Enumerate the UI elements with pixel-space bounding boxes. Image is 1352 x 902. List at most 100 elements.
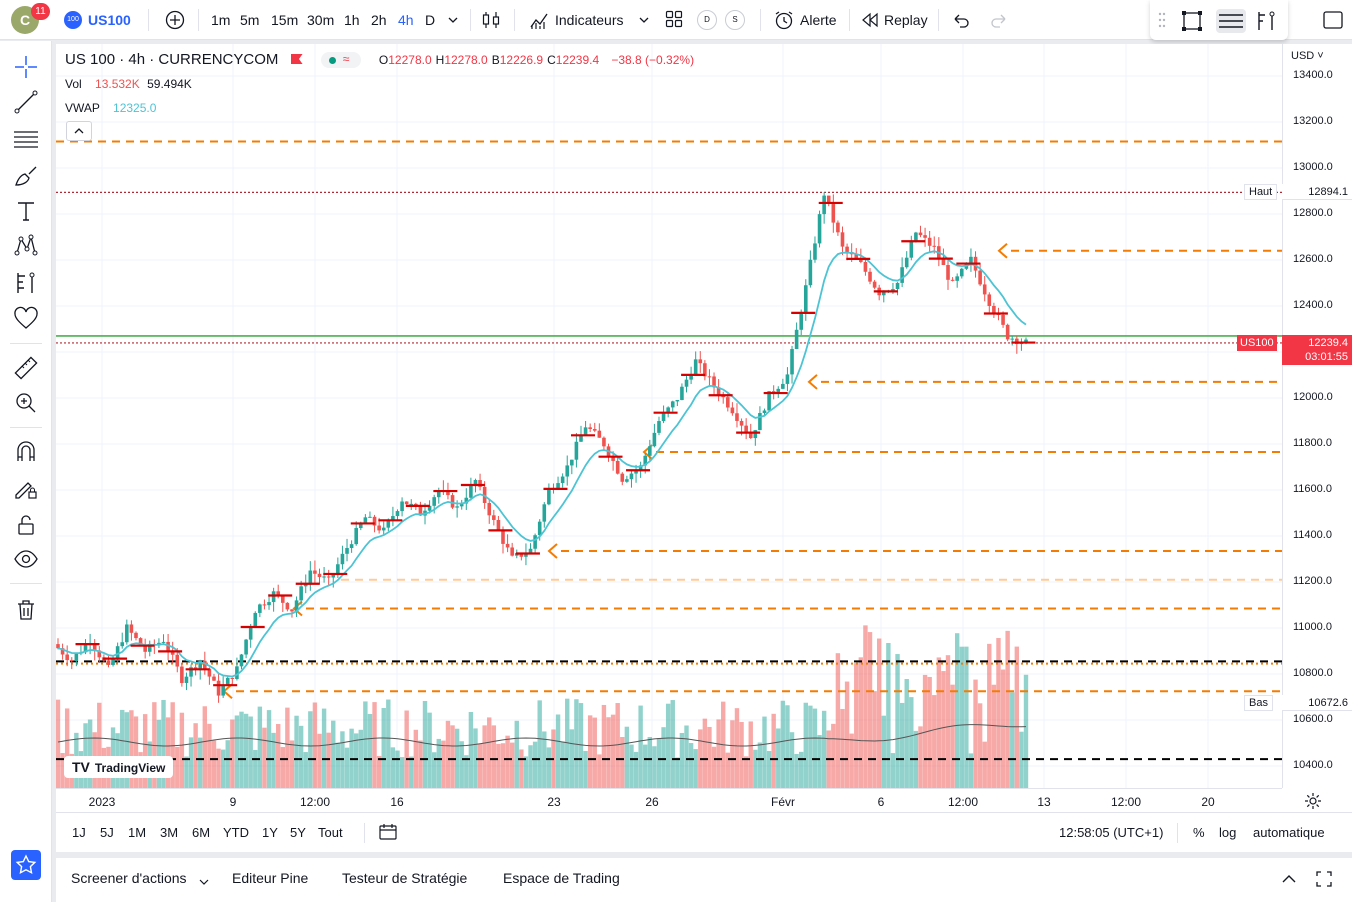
candle-body [739,420,744,426]
chart-settings-gear-icon[interactable] [1304,792,1322,815]
fib-tool-icon[interactable] [1254,9,1280,33]
text-tool-icon[interactable] [12,197,40,225]
layout-grid-icon[interactable] [665,10,683,34]
time-axis[interactable]: 2023 9 12:00 16 23 26 Févr 6 12:00 13 12:00 20 [56,788,1282,812]
maximize-panel-chevron-up-icon[interactable] [1280,870,1298,893]
volume-legend[interactable]: Vol 13.532K 59.494K [65,77,192,91]
volume-bar [404,710,409,788]
lock-icon[interactable] [12,511,40,539]
alert-clock-icon[interactable] [773,9,795,33]
layout-d-button[interactable]: D [697,10,717,30]
percent-scale-toggle[interactable]: % [1193,825,1205,840]
range-5J[interactable]: 5J [100,825,114,840]
replay-button[interactable]: Replay [884,12,928,28]
trash-delete-icon[interactable] [12,596,40,624]
price-axis[interactable]: USD ˅ 13400.0 13200.0 13000.0 12800.0 12600.… [1282,44,1352,788]
price-change: −38.8 (−0.32%) [611,53,695,67]
interval-5m[interactable]: 5m [240,12,260,28]
collapse-legend-chevron-up-icon[interactable] [66,121,92,141]
lock-drawing-pencil-icon[interactable] [12,474,40,502]
interval-1m[interactable]: 1m [211,12,231,28]
currency-selector[interactable]: USD ˅ [1291,50,1324,62]
volume-bar [688,743,694,788]
range-6M[interactable]: 6M [192,825,211,840]
interval-4h[interactable]: 4h [398,12,414,28]
range-Tout[interactable]: Tout [318,825,343,840]
undo-icon[interactable] [952,9,970,33]
pattern-tool-icon[interactable] [12,232,40,260]
candle-body [629,473,634,480]
range-1J[interactable]: 1J [72,825,86,840]
prediction-tool-icon[interactable] [12,269,40,297]
range-5Y[interactable]: 5Y [290,825,306,840]
drag-handle-icon[interactable] [1158,9,1166,33]
candle-body [978,270,982,285]
time-tick: 20 [1201,795,1215,809]
interval-D[interactable]: D [425,12,436,28]
fullscreen-icon[interactable] [1315,870,1333,893]
redo-icon[interactable] [990,9,1008,33]
bottom-tab[interactable]: Editeur Pine [232,870,309,886]
layout-s-button[interactable]: S [725,10,745,30]
range-YTD[interactable]: YTD [223,825,249,840]
panel-toggle-icon[interactable] [1322,9,1344,33]
volume-bar [308,711,313,788]
rectangle-tool-icon[interactable] [1180,9,1204,33]
compare-add-icon[interactable] [164,9,186,33]
goto-date-calendar-icon[interactable] [378,823,398,846]
brush-tool-icon[interactable] [12,162,40,190]
price-tick: 11400.0 [1293,529,1332,541]
flag-icon[interactable] [290,54,303,64]
candle-body [290,609,294,612]
range-3M[interactable]: 3M [160,825,179,840]
bottom-tab[interactable]: Testeur de Stratégie [342,870,468,886]
interval-30m[interactable]: 30m [307,12,335,28]
zoom-in-icon[interactable] [12,389,40,417]
indicators-button[interactable]: Indicateurs [555,12,624,28]
candle-body [446,491,450,496]
legend-title: US 100 · 4h · CURRENCYCOM ≈ O12278.0 H122… [65,51,695,69]
watchlist-star-icon[interactable] [11,850,41,880]
bottom-tab[interactable]: Espace de Trading [503,870,620,886]
candles-chart-type-icon[interactable] [481,9,501,33]
price-tick: 12000.0 [1293,391,1333,403]
indicators-templates-chevron-icon[interactable] [638,9,650,33]
market-status-pill[interactable]: ≈ [320,52,361,69]
timezone-clock[interactable]: 12:58:05 (UTC+1) [1059,825,1164,840]
volume-bar [188,737,194,788]
price-plot-area[interactable]: US 100 · 4h · CURRENCYCOM ≈ O12278.0 H122… [55,44,1282,788]
log-scale-toggle[interactable]: log [1219,825,1237,840]
volume-bar [459,741,464,788]
volume-bar [303,752,308,788]
replay-rewind-icon[interactable] [861,9,879,33]
interval-15m[interactable]: 15m [271,12,299,28]
horizontal-lines-tool-icon[interactable] [1216,9,1246,33]
indicators-icon[interactable] [529,9,549,33]
screener-chevron-down-icon[interactable] [199,874,209,892]
range-1M[interactable]: 1M [128,825,147,840]
magnet-icon[interactable] [12,438,40,466]
interval-2h[interactable]: 2h [371,12,387,28]
symbol-search-button[interactable]: US100 [88,12,131,28]
volume-bar [532,741,538,788]
candle-body [872,281,877,288]
tradingview-logo[interactable]: TV TradingView [64,756,174,778]
range-1Y[interactable]: 1Y [262,825,278,840]
bottom-tab[interactable]: Screener d'actions [71,870,187,886]
candle-body [822,195,826,215]
candle-body [648,446,652,456]
favorites-heart-icon[interactable] [12,305,40,333]
alert-button[interactable]: Alerte [800,12,837,28]
interval-dropdown-chevron-icon[interactable] [447,9,459,33]
interval-1h[interactable]: 1h [344,12,360,28]
eye-visibility-icon[interactable] [12,545,40,573]
crosshair-tool-icon[interactable] [12,53,40,81]
candlestick-chart[interactable] [55,44,1282,788]
volume-bar [409,756,414,788]
trend-line-tool-icon[interactable] [12,88,40,116]
volume-bar [629,744,634,788]
ruler-measure-icon[interactable] [12,354,40,382]
vwap-legend[interactable]: VWAP 12325.0 [65,101,156,115]
auto-scale-toggle[interactable]: automatique [1253,825,1325,840]
channel-tool-icon[interactable] [12,125,40,153]
